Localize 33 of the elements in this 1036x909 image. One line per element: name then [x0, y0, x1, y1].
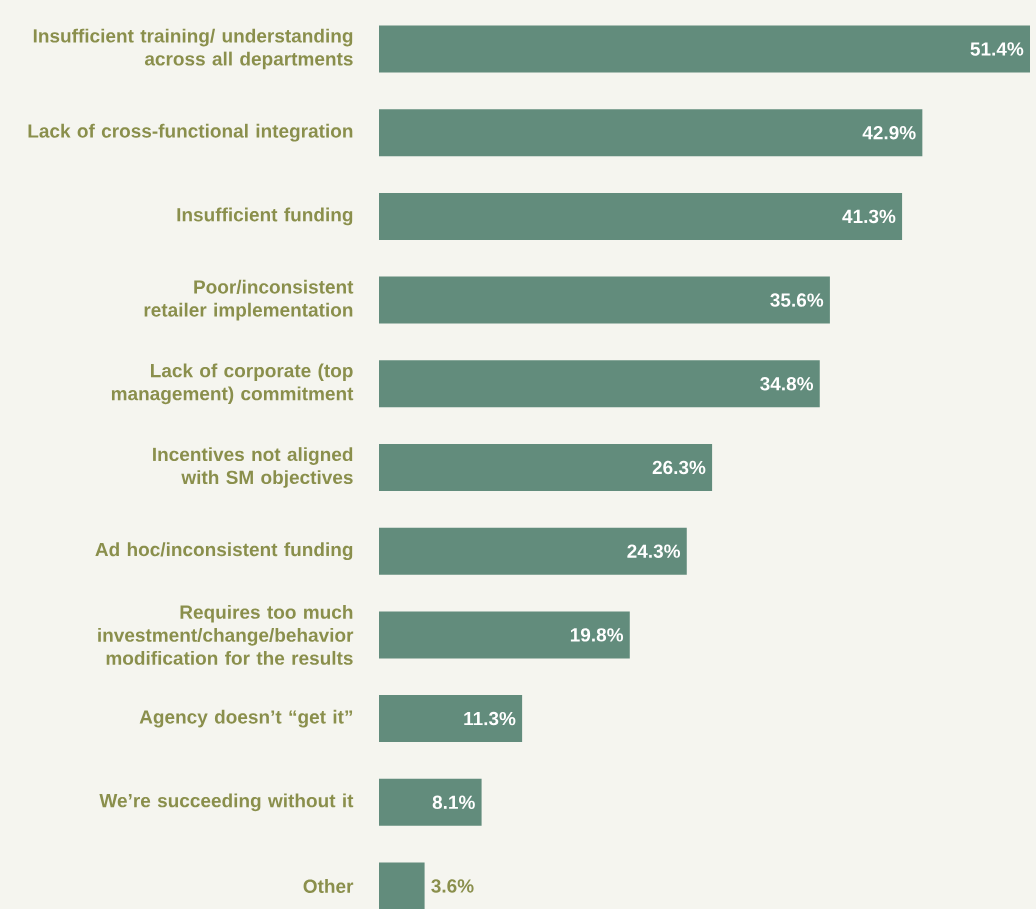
data-label: 41.3%	[842, 209, 896, 224]
y-tick-label: Agency doesn’t “get it”	[139, 709, 353, 728]
bar	[379, 862, 425, 909]
bar	[379, 444, 713, 491]
y-tick-label: Lack of cross-functional integration	[28, 123, 353, 142]
data-label: 35.6%	[770, 293, 824, 307]
y-tick-label: Insufficient funding	[177, 207, 353, 226]
bar	[379, 695, 523, 743]
y-tick-label: Other	[303, 879, 354, 893]
bar	[379, 192, 903, 240]
bar	[379, 109, 923, 157]
bar	[379, 611, 630, 659]
data-label: 8.1%	[432, 795, 475, 810]
data-label: 34.8%	[760, 377, 814, 391]
bar	[379, 276, 830, 324]
bar	[379, 360, 820, 408]
data-label: 11.3%	[464, 711, 516, 726]
bar	[379, 25, 1030, 73]
data-label: 24.3%	[627, 544, 681, 558]
y-tick-label: Requires too much investment/change/behavior modification for the results	[98, 604, 354, 665]
y-tick-label: Ad hoc/inconsistent funding	[95, 542, 353, 561]
y-tick-label: We’re succeeding without it	[99, 793, 354, 812]
data-label: 42.9%	[862, 125, 916, 140]
bar	[379, 778, 482, 826]
data-label: 3.6%	[431, 879, 474, 893]
y-tick-label: Poor/inconsistent retailer implementation	[144, 279, 354, 321]
data-label: 19.8%	[570, 628, 624, 642]
y-tick-label: Incentives not aligned with SM objectives	[153, 447, 353, 488]
y-tick-label: Insufficient training/ understanding across all departments	[33, 28, 353, 70]
bar	[379, 527, 687, 575]
data-label: 26.3%	[652, 460, 706, 475]
data-label: 51.4%	[970, 42, 1024, 56]
y-tick-label: Lack of corporate (top management) commitment	[111, 363, 354, 405]
